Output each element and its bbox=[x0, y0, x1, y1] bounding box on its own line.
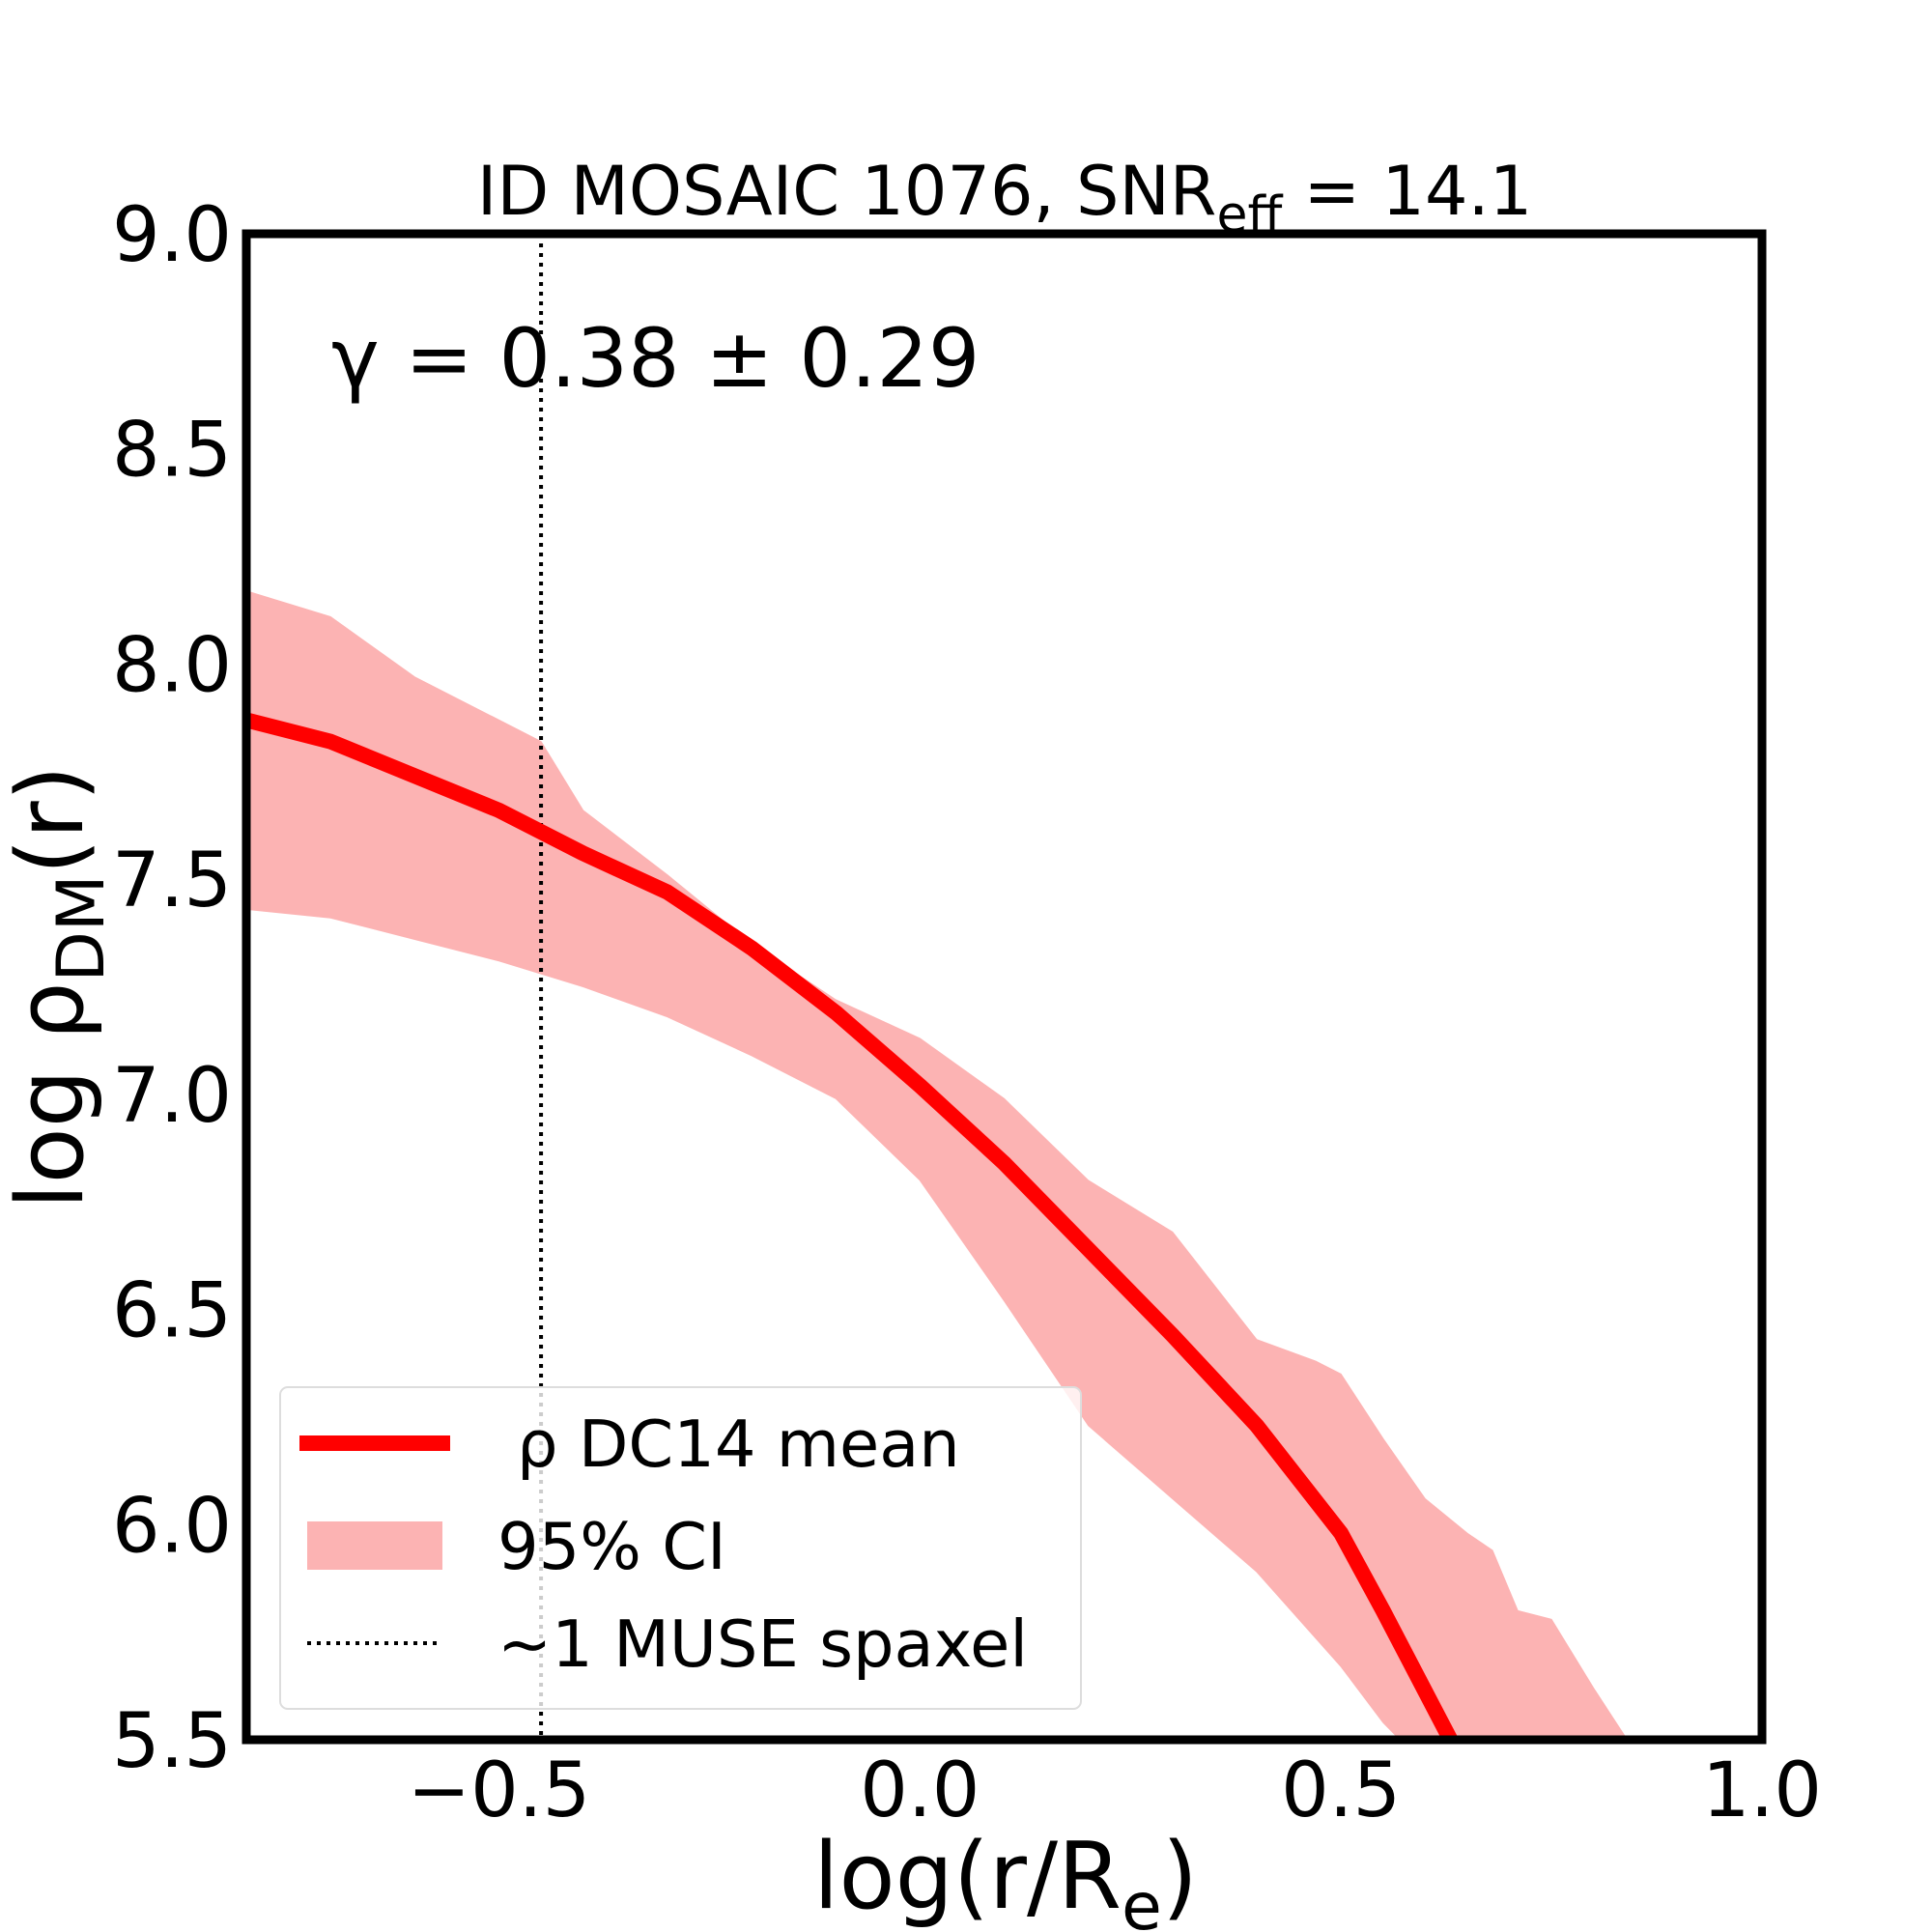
legend-swatch bbox=[307, 1521, 442, 1570]
title-suffix: = 14.1 bbox=[1282, 152, 1532, 231]
x-tick-label: −0.5 bbox=[408, 1747, 590, 1834]
y-tick-label: 5.5 bbox=[112, 1698, 232, 1785]
mean-line bbox=[246, 712, 1458, 1740]
legend: ρ DC14 mean 95% CI ∼1 MUSE spaxel bbox=[279, 1386, 1082, 1710]
ylabel-sub: DM bbox=[43, 874, 120, 981]
ylabel-suffix: (r) bbox=[0, 765, 104, 874]
plot-area bbox=[246, 234, 1629, 1740]
ylabel-main: log ρ bbox=[0, 981, 104, 1208]
y-tick-label: 7.5 bbox=[112, 838, 232, 924]
legend-label: ρ DC14 mean bbox=[517, 1406, 960, 1482]
y-tick-label: 8.5 bbox=[112, 408, 232, 495]
y-tick-label: 8.0 bbox=[112, 622, 232, 709]
y-tick-label: 7.0 bbox=[112, 1053, 232, 1140]
y-tick-label: 6.0 bbox=[112, 1483, 232, 1570]
y-tick-label: 9.0 bbox=[112, 192, 232, 279]
y-axis-label: log ρDM(r) bbox=[0, 765, 120, 1209]
xlabel-suffix: ) bbox=[1162, 1824, 1198, 1930]
annotation: γ = 0.38 ± 0.29 bbox=[331, 311, 980, 406]
x-axis-label: log(r/Re) bbox=[813, 1824, 1198, 1932]
xlabel-main: log(r/R bbox=[813, 1824, 1122, 1930]
y-tick-label: 6.5 bbox=[112, 1268, 232, 1355]
legend-box bbox=[279, 1386, 1082, 1710]
axes-frame bbox=[242, 229, 1767, 1745]
x-tick-label: 0.0 bbox=[860, 1747, 980, 1834]
x-tick-label: 1.0 bbox=[1702, 1747, 1822, 1834]
legend-label: ∼1 MUSE spaxel bbox=[497, 1606, 1028, 1682]
legend-label: 95% CI bbox=[497, 1509, 726, 1584]
title-sub: eff bbox=[1216, 186, 1283, 244]
chart-title: ID MOSAIC 1076, SNReff = 14.1 bbox=[477, 152, 1533, 244]
x-tick-label: 0.5 bbox=[1281, 1747, 1401, 1834]
title-main: ID MOSAIC 1076, SNR bbox=[477, 152, 1217, 231]
xlabel-sub: e bbox=[1122, 1869, 1162, 1932]
